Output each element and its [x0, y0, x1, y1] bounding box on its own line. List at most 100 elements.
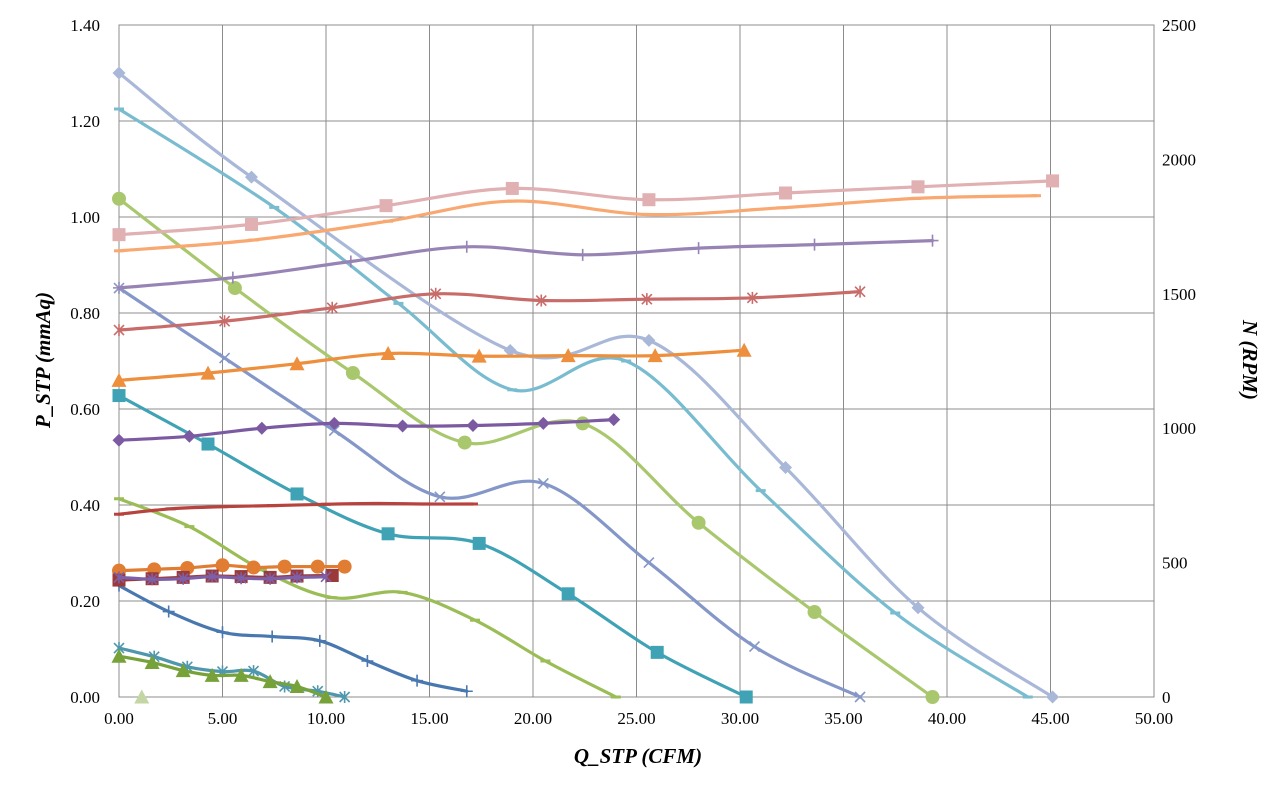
data-point — [113, 571, 125, 584]
data-point — [244, 217, 258, 231]
data-point — [642, 193, 656, 207]
data-point — [471, 348, 487, 363]
x-tick-label: 35.00 — [824, 709, 862, 728]
series-line — [117, 574, 328, 581]
series-line — [117, 418, 616, 442]
data-point — [560, 348, 576, 363]
data-point — [246, 560, 261, 575]
series-line — [117, 497, 618, 699]
data-point — [182, 429, 196, 443]
series-9 — [111, 648, 334, 704]
data-point — [112, 228, 126, 242]
data-point — [642, 333, 656, 347]
data-point — [381, 527, 395, 541]
data-point — [739, 690, 753, 704]
x-tick-label: 25.00 — [617, 709, 655, 728]
data-point — [227, 281, 242, 296]
grid — [118, 24, 1155, 698]
series-11 — [112, 174, 1060, 242]
series-line — [117, 286, 862, 699]
y-tick-label: 1.40 — [70, 16, 100, 35]
data-point — [641, 293, 653, 306]
data-point — [561, 587, 575, 601]
y2-tick-label: 1500 — [1162, 285, 1196, 304]
series-3 — [112, 191, 940, 704]
data-point — [289, 678, 305, 693]
data-point — [361, 655, 374, 667]
data-point — [247, 665, 260, 678]
y2-tick-label: 0 — [1162, 688, 1171, 707]
data-point — [328, 425, 340, 437]
plot-area — [111, 66, 1060, 704]
data-point — [505, 181, 519, 195]
series-2 — [114, 107, 1033, 699]
data-point — [472, 536, 486, 550]
data-point — [1046, 174, 1060, 188]
data-point — [200, 365, 216, 380]
series-6 — [114, 497, 621, 699]
data-point — [691, 515, 706, 530]
data-point — [264, 572, 276, 585]
series-line — [117, 290, 862, 332]
data-point — [535, 294, 547, 307]
data-point — [460, 685, 473, 698]
data-point — [206, 570, 218, 583]
data-point — [854, 285, 866, 298]
series-line — [117, 584, 469, 693]
data-point — [647, 348, 663, 363]
series-5 — [112, 389, 753, 704]
y-tick-label: 0.40 — [70, 496, 100, 515]
series-line — [117, 239, 935, 290]
y-tick-label: 1.20 — [70, 112, 100, 131]
x-tick-label: 45.00 — [1031, 709, 1069, 728]
plot-frame — [118, 24, 1155, 698]
y2-tick-label: 2000 — [1162, 150, 1196, 169]
data-point — [466, 419, 480, 433]
data-point — [215, 558, 230, 573]
y-tick-label: 0.60 — [70, 400, 100, 419]
data-point — [244, 170, 258, 184]
x-axis-title: Q_STP (CFM) — [574, 744, 702, 768]
data-point — [911, 601, 925, 615]
data-point — [808, 238, 821, 251]
data-point — [457, 435, 472, 450]
data-point — [503, 343, 517, 357]
data-point — [434, 491, 446, 503]
data-point — [807, 605, 822, 620]
data-point — [380, 345, 396, 360]
x-tick-label: 15.00 — [410, 709, 448, 728]
data-point — [537, 477, 549, 489]
x-tick-label: 40.00 — [928, 709, 966, 728]
data-point — [204, 667, 220, 682]
data-point — [607, 413, 621, 427]
data-point — [345, 366, 360, 380]
data-point — [219, 315, 231, 328]
series-line — [117, 197, 935, 699]
data-point — [216, 626, 229, 639]
data-point — [1046, 690, 1060, 704]
data-point — [112, 191, 126, 206]
data-point — [339, 691, 351, 703]
data-point — [320, 570, 332, 583]
data-point — [313, 634, 326, 647]
data-point — [379, 199, 393, 213]
data-point — [112, 433, 126, 447]
data-point — [460, 240, 473, 253]
data-point — [146, 573, 158, 586]
x-tick-label: 50.00 — [1135, 709, 1173, 728]
data-point — [113, 324, 125, 337]
y2-axis-title: N (RPM) — [1238, 319, 1262, 400]
data-point — [289, 356, 305, 371]
data-point — [337, 559, 352, 574]
series-13 — [113, 234, 939, 294]
y2-tick-label: 1000 — [1162, 419, 1196, 438]
data-point — [643, 557, 655, 569]
data-point — [911, 180, 925, 194]
y2-tick-label: 2500 — [1162, 16, 1196, 35]
series-14 — [113, 285, 866, 337]
data-point — [291, 571, 303, 584]
series-line — [117, 179, 1055, 237]
data-point — [575, 416, 590, 431]
data-point — [536, 416, 550, 430]
